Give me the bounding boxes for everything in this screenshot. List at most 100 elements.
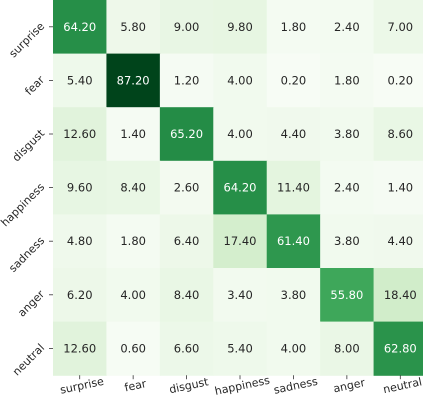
cell-value-label: 55.80: [330, 288, 363, 302]
heatmap-cell: [159, 321, 214, 376]
heatmap-cell: [53, 160, 108, 215]
heatmap-cell: [213, 53, 268, 108]
heatmap-cell: [106, 214, 161, 269]
y-tick-label: sadness: [6, 234, 47, 275]
heatmap-cell: [320, 214, 375, 269]
heatmap-cell: [373, 0, 423, 55]
cell-value-label: 0.60: [120, 341, 146, 355]
heatmap-cell: [53, 321, 108, 376]
cell-value-label: 4.40: [387, 234, 413, 248]
heatmap-cell: [106, 160, 161, 215]
cell-value-label: 64.20: [63, 20, 96, 34]
cell-value-label: 64.20: [224, 181, 257, 195]
cell-value-label: 4.80: [67, 234, 93, 248]
y-tick-label: neutral: [10, 341, 47, 378]
heatmap-cell: [373, 107, 423, 162]
heatmap-cell: [213, 107, 268, 162]
cell-value-label: 61.40: [277, 234, 310, 248]
heatmap-cell: [213, 0, 268, 55]
heatmap-cell: [373, 53, 423, 108]
heatmap-cell: [373, 214, 423, 269]
y-tick-label: disgust: [10, 126, 48, 164]
y-tick-labels: surprise fear disgust happiness sadness anger…: [0, 20, 48, 379]
heatmap-cell: [320, 160, 375, 215]
heatmap-cell: [213, 214, 268, 269]
cell-value-label: 5.40: [227, 341, 253, 355]
x-tick-label: surprise: [59, 375, 105, 397]
heatmap-cell: [106, 321, 161, 376]
cell-value-label: 3.80: [334, 127, 360, 141]
cell-value-label: 8.60: [387, 127, 413, 141]
heatmap-cell: [266, 0, 321, 55]
cell-value-label: 5.80: [120, 20, 146, 34]
cell-value-label: 8.40: [174, 288, 200, 302]
heatmap-cell: [266, 214, 321, 269]
heatmap-cell: [53, 214, 108, 269]
cell-value-label: 2.60: [174, 181, 200, 195]
cell-value-label: 4.00: [227, 73, 253, 87]
cell-value-label: 87.20: [117, 73, 150, 87]
cell-value-label: 5.40: [67, 73, 93, 87]
cell-value-label: 6.60: [174, 341, 200, 355]
heatmap-cell: [266, 160, 321, 215]
heatmap-cell: [53, 268, 108, 323]
cell-value-label: 3.80: [334, 234, 360, 248]
cell-value-label: 62.80: [384, 341, 417, 355]
heatmap-cell: [106, 268, 161, 323]
cell-value-label: 2.40: [334, 20, 360, 34]
cell-value-label: 8.40: [120, 181, 146, 195]
cell-value-label: 6.40: [174, 234, 200, 248]
y-tick-label: surprise: [7, 20, 48, 61]
heatmap-cell: [320, 53, 375, 108]
cell-value-label: 4.40: [281, 127, 307, 141]
heatmap-cell: [266, 53, 321, 108]
cell-value-label: 3.40: [227, 288, 253, 302]
y-tick-label: fear: [22, 73, 47, 98]
heatmap-cell: [373, 160, 423, 215]
heatmap-cell: [159, 107, 214, 162]
cell-value-label: 9.00: [174, 20, 200, 34]
heatmap-cell: [266, 268, 321, 323]
x-tick-label: anger: [332, 376, 366, 395]
heatmap-cell: [53, 53, 108, 108]
heatmap-cell: [266, 321, 321, 376]
cell-value-label: 3.80: [281, 288, 307, 302]
cell-value-label: 0.20: [281, 73, 307, 87]
cell-value-label: 1.40: [387, 181, 413, 195]
cell-value-label: 2.40: [334, 181, 360, 195]
cell-value-label: 4.00: [281, 341, 307, 355]
cell-value-label: 1.80: [120, 234, 146, 248]
heatmap-cell: [159, 160, 214, 215]
cell-value-label: 65.20: [170, 127, 203, 141]
cell-value-label: 8.00: [334, 341, 360, 355]
x-tick-label: happiness: [214, 374, 272, 398]
cell-value-label: 11.40: [277, 181, 310, 195]
heatmap-cell: [320, 321, 375, 376]
cell-value-label: 4.00: [227, 127, 253, 141]
y-tick-label: happiness: [0, 180, 47, 229]
x-tick-label: sadness: [273, 375, 320, 397]
heatmap-cell: [159, 53, 214, 108]
heatmap-cell: [159, 214, 214, 269]
heatmap-cell: [373, 268, 423, 323]
cell-value-label: 12.60: [63, 341, 96, 355]
cell-value-label: 7.00: [387, 20, 413, 34]
axis-ticks: [49, 26, 401, 380]
x-tick-label: fear: [123, 377, 148, 394]
heatmap-cell: [106, 53, 161, 108]
heatmap-cells: 64.20 5.80 9.00 9.80 1.80 2.40 7.00 5.40 87.20 1.…: [53, 0, 423, 376]
heatmap-cell: [159, 268, 214, 323]
cell-value-label: 12.60: [63, 127, 96, 141]
cell-value-label: 1.80: [334, 73, 360, 87]
heatmap-cell: [266, 107, 321, 162]
heatmap-cell: [320, 107, 375, 162]
heatmap-cell: [106, 0, 161, 55]
x-tick-label: disgust: [168, 375, 210, 396]
heatmap-cell: [53, 107, 108, 162]
heatmap-cell: [213, 321, 268, 376]
cell-value-label: 1.40: [120, 127, 146, 141]
cell-value-label: 4.00: [120, 288, 146, 302]
heatmap-cell: [213, 268, 268, 323]
cell-value-label: 18.40: [384, 288, 417, 302]
